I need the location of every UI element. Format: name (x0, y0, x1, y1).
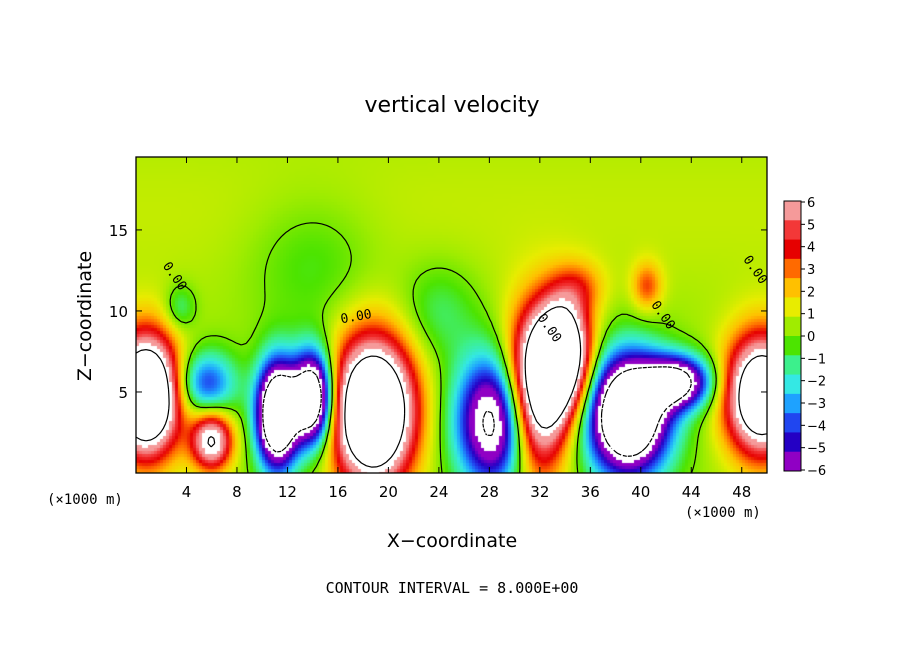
x-tick-label: 36 (581, 483, 600, 501)
colorbar-swatch (784, 413, 801, 433)
x-unit-label-right: (×1000 m) (685, 505, 761, 521)
colorbar-tick-label: −2 (807, 375, 826, 390)
x-tick-label: 8 (232, 483, 242, 501)
colorbar-swatch (784, 374, 801, 395)
plot-frame (135, 156, 768, 474)
x-axis-label: X−coordinate (387, 530, 517, 552)
contour-line (136, 306, 767, 468)
x-tick-label: 28 (480, 483, 499, 501)
x-tick-label: 48 (732, 483, 751, 501)
negative-contour-line (262, 366, 692, 457)
y-tick-label: 15 (109, 222, 128, 240)
colorbar-tick-label: 0 (807, 330, 815, 345)
colorbar-swatch (784, 336, 801, 356)
x-tick-label: 40 (631, 483, 650, 501)
colorbar-swatch (784, 432, 801, 453)
y-tick-label: 5 (118, 384, 128, 402)
colorbar-tick-label: −5 (807, 442, 826, 457)
zero-contour-lines (136, 222, 767, 473)
y-axis-label: Z−coordinate (74, 251, 96, 381)
x-tick-label: 20 (379, 483, 398, 501)
x-tick-label: 44 (682, 483, 701, 501)
y-axis-ticks: 5 10 15 (109, 222, 767, 402)
colorbar-swatch (784, 258, 801, 279)
colorbar-swatch (784, 393, 801, 414)
colorbar: 6 5 4 3 2 1 0 −1 −2 −3 −4 −5 −6 (783, 196, 826, 479)
colorbar-tick-label: 3 (807, 263, 815, 278)
x-tick-label: 24 (429, 483, 448, 501)
x-tick-label: 16 (328, 483, 347, 501)
contour-line (169, 222, 717, 473)
colorbar-tick-label: −6 (807, 464, 826, 479)
chart-title: vertical velocity (364, 93, 539, 118)
contour-label: 0.00 (340, 307, 373, 327)
colorbar-tick-label: 5 (807, 218, 815, 233)
contour-interval-note: CONTOUR INTERVAL = 8.000E+00 (326, 579, 579, 597)
colorbar-tick-label: 6 (807, 196, 815, 211)
colorbar-tick-label: −3 (807, 397, 826, 412)
colorbar-tick-label: 4 (807, 241, 815, 256)
colorbar-swatch (784, 220, 801, 241)
colorbar-tick-label: 1 (807, 308, 815, 323)
colorbar-swatch (784, 297, 801, 318)
colorbar-tick-label: 2 (807, 285, 815, 300)
heatmap-field: 0.000.00 0.00 0.000.00 (136, 157, 767, 473)
x-tick-label: 4 (182, 483, 192, 501)
colorbar-swatch (784, 278, 801, 298)
colorbar-swatches (784, 201, 801, 472)
colorbar-swatch (784, 239, 801, 260)
x-axis-ticks: 4 8 12 16 20 24 28 32 36 40 44 48 (182, 157, 751, 501)
colorbar-swatch (784, 451, 801, 472)
x-unit-label-left: (×1000 m) (47, 492, 123, 508)
colorbar-tick-labels: 6 5 4 3 2 1 0 −1 −2 −3 −4 −5 −6 (801, 196, 826, 479)
colorbar-tick-label: −4 (807, 419, 826, 434)
x-tick-label: 12 (278, 483, 297, 501)
x-tick-label: 32 (530, 483, 549, 501)
y-tick-label: 10 (109, 303, 128, 321)
colorbar-swatch (784, 355, 801, 376)
colorbar-tick-label: −1 (807, 352, 826, 367)
colorbar-swatch (784, 201, 801, 221)
colorbar-swatch (784, 316, 801, 337)
